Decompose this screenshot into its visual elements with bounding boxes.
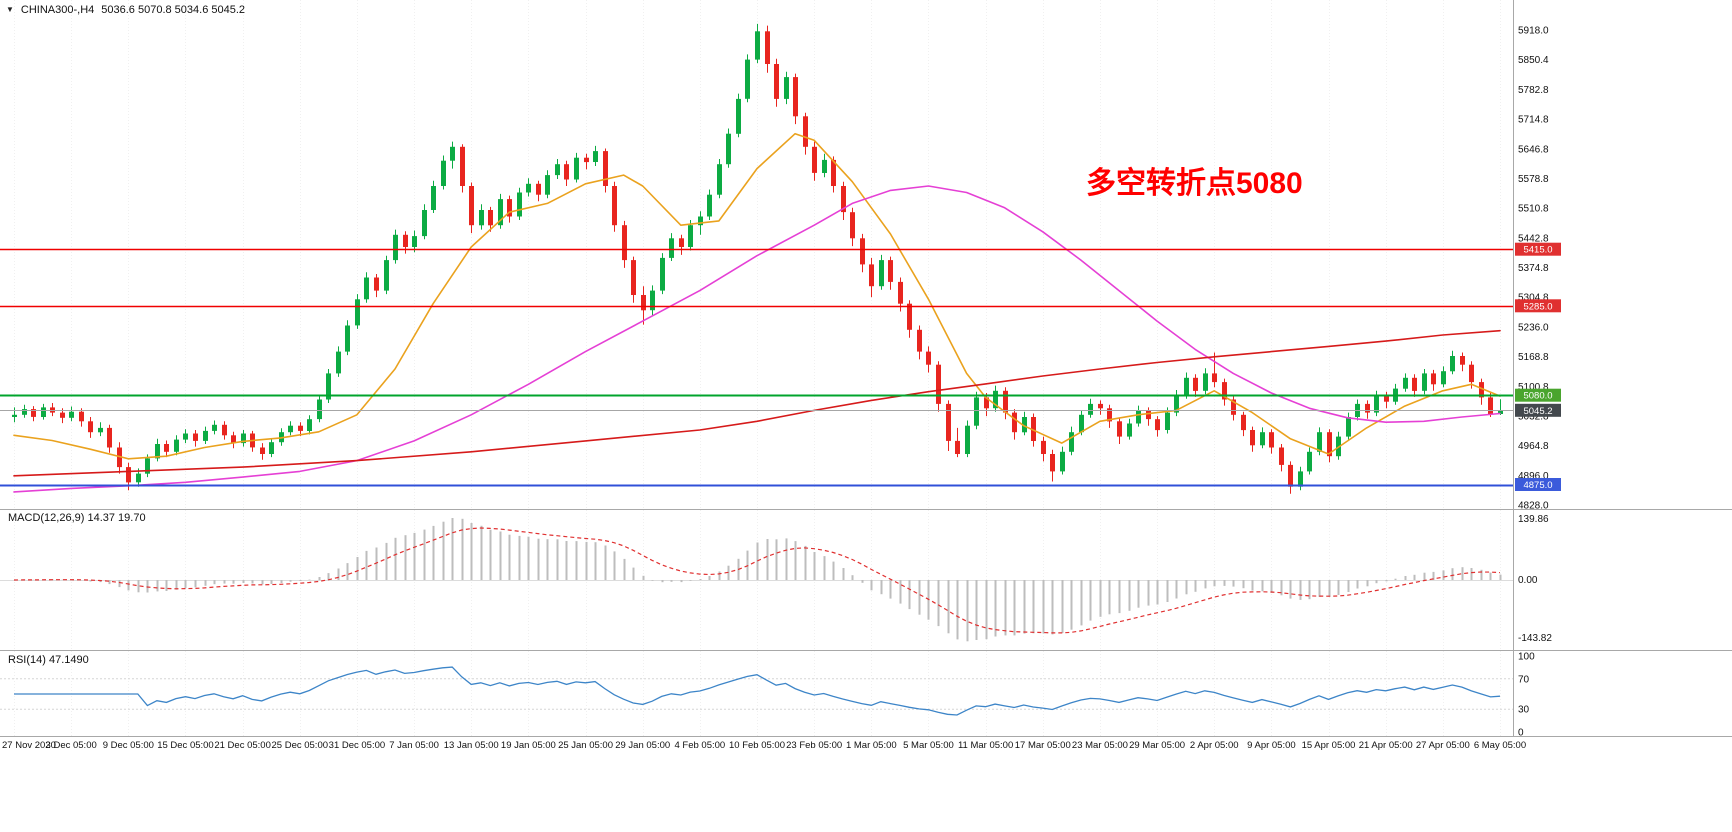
svg-text:5080.0: 5080.0 <box>1523 391 1552 402</box>
svg-text:5578.8: 5578.8 <box>1518 174 1549 185</box>
svg-text:4828.0: 4828.0 <box>1518 501 1549 512</box>
svg-text:1 Mar 05:00: 1 Mar 05:00 <box>846 740 897 751</box>
ma-slow-line <box>13 329 1501 477</box>
svg-text:5918.0: 5918.0 <box>1518 26 1549 37</box>
svg-text:21 Dec 05:00: 21 Dec 05:00 <box>214 740 271 751</box>
svg-text:29 Jan 05:00: 29 Jan 05:00 <box>615 740 670 751</box>
svg-text:25 Dec 05:00: 25 Dec 05:00 <box>272 740 329 751</box>
grid-layer <box>14 0 1501 736</box>
svg-text:30: 30 <box>1518 705 1530 716</box>
rsi-panel: 100 70 30 0 <box>0 652 1535 739</box>
panel-separators <box>0 0 1732 737</box>
svg-text:5304.8: 5304.8 <box>1518 293 1549 304</box>
svg-text:3 Dec 05:00: 3 Dec 05:00 <box>46 740 97 751</box>
price-tag-5080.0 <box>1515 388 1561 402</box>
svg-text:5714.8: 5714.8 <box>1518 115 1549 126</box>
svg-text:15 Apr 05:00: 15 Apr 05:00 <box>1302 740 1356 751</box>
candlestick-layer <box>12 23 1503 494</box>
svg-text:29 Mar 05:00: 29 Mar 05:00 <box>1129 740 1185 751</box>
svg-text:5045.2: 5045.2 <box>1523 406 1552 417</box>
price-tag-5285.0 <box>1515 299 1561 313</box>
svg-text:6 May 05:00: 6 May 05:00 <box>1474 740 1526 751</box>
svg-text:4875.0: 4875.0 <box>1523 480 1552 491</box>
svg-text:15 Dec 05:00: 15 Dec 05:00 <box>157 740 214 751</box>
ohlc-values: 5036.6 5070.8 5034.6 5045.2 <box>101 4 246 16</box>
svg-text:27 Nov 2020: 27 Nov 2020 <box>2 740 56 751</box>
svg-text:27 Apr 05:00: 27 Apr 05:00 <box>1416 740 1470 751</box>
svg-text:17 Mar 05:00: 17 Mar 05:00 <box>1015 740 1071 751</box>
symbol-ohlc-header: ▼ CHINA300-,H4 5036.6 5070.8 5034.6 5045… <box>6 4 245 16</box>
horizontal-lines <box>0 248 1514 487</box>
svg-text:25 Jan 05:00: 25 Jan 05:00 <box>558 740 613 751</box>
macd-signal-line <box>13 527 1501 634</box>
svg-text:5100.8: 5100.8 <box>1518 382 1549 393</box>
svg-text:4896.0: 4896.0 <box>1518 471 1549 482</box>
svg-text:5032.8: 5032.8 <box>1518 411 1549 422</box>
svg-text:5374.8: 5374.8 <box>1518 263 1549 274</box>
symbol-period-label: CHINA300-,H4 <box>20 4 95 16</box>
current-price-tag <box>1515 403 1561 417</box>
svg-text:2 Apr 05:00: 2 Apr 05:00 <box>1190 740 1239 751</box>
svg-text:13 Jan 05:00: 13 Jan 05:00 <box>444 740 499 751</box>
svg-text:23 Mar 05:00: 23 Mar 05:00 <box>1072 740 1128 751</box>
svg-text:9 Dec 05:00: 9 Dec 05:00 <box>103 740 154 751</box>
macd-panel: 139.86 0.00 -143.82 <box>0 514 1552 644</box>
svg-text:-143.82: -143.82 <box>1518 633 1552 644</box>
svg-text:5442.8: 5442.8 <box>1518 233 1549 244</box>
price-tag-5415.0 <box>1515 242 1561 256</box>
ma-fast-line <box>13 132 1501 460</box>
svg-text:5285.0: 5285.0 <box>1523 301 1552 312</box>
svg-text:139.86: 139.86 <box>1518 514 1549 525</box>
svg-text:31 Dec 05:00: 31 Dec 05:00 <box>329 740 386 751</box>
svg-text:9 Apr 05:00: 9 Apr 05:00 <box>1247 740 1296 751</box>
svg-text:4 Feb 05:00: 4 Feb 05:00 <box>674 740 725 751</box>
svg-text:19 Jan 05:00: 19 Jan 05:00 <box>501 740 556 751</box>
symbol-dropdown-icon[interactable]: ▼ <box>6 5 14 14</box>
svg-text:5646.8: 5646.8 <box>1518 144 1549 155</box>
svg-text:10 Feb 05:00: 10 Feb 05:00 <box>729 740 785 751</box>
svg-text:5782.8: 5782.8 <box>1518 85 1549 96</box>
svg-text:5415.0: 5415.0 <box>1523 245 1552 256</box>
svg-text:11 Mar 05:00: 11 Mar 05:00 <box>958 740 1013 751</box>
macd-indicator-label: MACD(12,26,9) 14.37 19.70 <box>8 512 146 524</box>
svg-text:70: 70 <box>1518 674 1530 685</box>
price-axis: 5918.0 5850.4 5782.8 5714.8 5646.8 5578.8 5510… <box>1518 26 1549 512</box>
svg-text:0: 0 <box>1518 728 1524 739</box>
svg-text:7 Jan 05:00: 7 Jan 05:00 <box>389 740 439 751</box>
annotation-text: 多空转折点5080 <box>1086 167 1303 200</box>
svg-text:5236.0: 5236.0 <box>1518 322 1549 333</box>
svg-text:5168.8: 5168.8 <box>1518 352 1549 363</box>
svg-text:21 Apr 05:00: 21 Apr 05:00 <box>1359 740 1413 751</box>
svg-text:100: 100 <box>1518 652 1535 663</box>
svg-text:0.00: 0.00 <box>1518 575 1538 586</box>
svg-text:5 Mar 05:00: 5 Mar 05:00 <box>903 740 954 751</box>
price-tag-4875.0 <box>1515 478 1561 491</box>
svg-text:4964.8: 4964.8 <box>1518 441 1549 452</box>
svg-text:23 Feb 05:00: 23 Feb 05:00 <box>786 740 842 751</box>
svg-text:5510.8: 5510.8 <box>1518 204 1549 215</box>
rsi-indicator-label: RSI(14) 47.1490 <box>8 654 89 666</box>
price-tags: 5415.0 5285.0 5080.0 4875.0 5045.2 <box>1515 242 1561 491</box>
ma-mid-line <box>13 185 1501 493</box>
rsi-line <box>14 666 1501 716</box>
svg-text:5850.4: 5850.4 <box>1518 55 1549 66</box>
